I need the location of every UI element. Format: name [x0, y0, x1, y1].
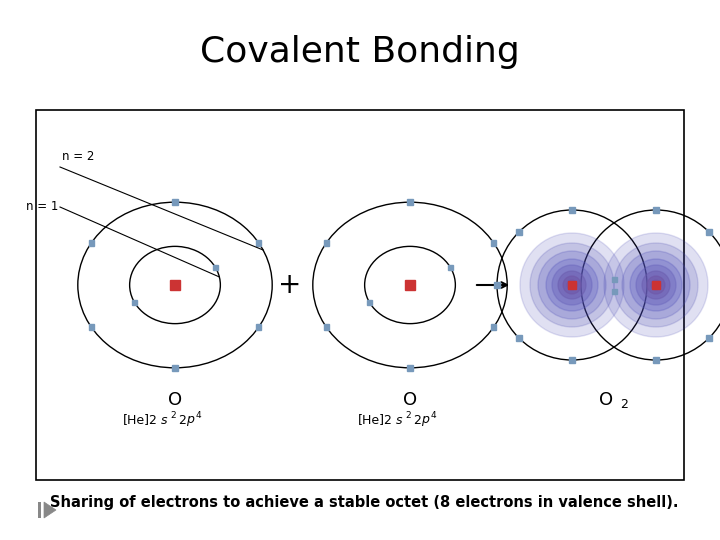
Text: p: p [186, 414, 194, 427]
Bar [212, 265, 218, 270]
Text: 4: 4 [196, 410, 202, 420]
Bar [611, 288, 616, 294]
Bar [653, 357, 659, 363]
Bar [38, 502, 41, 518]
Text: s: s [396, 414, 402, 427]
Bar [172, 199, 178, 205]
Bar [653, 207, 659, 213]
Bar [491, 240, 496, 246]
Text: 2: 2 [405, 410, 410, 420]
Text: 4: 4 [431, 410, 436, 420]
Bar [405, 280, 415, 290]
Bar [611, 276, 616, 281]
Text: p: p [421, 414, 429, 427]
Bar [570, 207, 575, 213]
Circle shape [651, 280, 661, 290]
Text: 2: 2 [170, 410, 176, 420]
Text: +: + [279, 271, 302, 299]
Circle shape [546, 259, 598, 311]
Text: 2: 2 [413, 414, 421, 427]
Bar [570, 357, 575, 363]
Bar [256, 325, 261, 330]
Circle shape [552, 265, 592, 305]
Circle shape [636, 265, 676, 305]
Bar [448, 265, 453, 270]
Bar [494, 282, 500, 288]
Circle shape [630, 259, 682, 311]
Circle shape [538, 251, 606, 319]
Bar [652, 281, 660, 289]
Circle shape [642, 271, 670, 299]
Circle shape [520, 233, 624, 337]
Bar [256, 240, 261, 246]
Bar [132, 300, 138, 305]
Bar [706, 229, 712, 235]
Bar [491, 325, 496, 330]
Text: O: O [403, 391, 417, 409]
Bar [323, 240, 329, 246]
Text: Covalent Bonding: Covalent Bonding [200, 35, 520, 69]
Text: [He]2: [He]2 [358, 414, 393, 427]
Text: n = 1: n = 1 [26, 200, 58, 213]
Circle shape [563, 276, 581, 294]
Bar [516, 229, 522, 235]
Text: O: O [168, 391, 182, 409]
Text: 2: 2 [620, 397, 628, 410]
Circle shape [567, 280, 577, 290]
Bar [706, 335, 712, 341]
Bar [366, 300, 372, 305]
Text: 2: 2 [178, 414, 186, 427]
Circle shape [604, 233, 708, 337]
Bar [408, 199, 413, 205]
Circle shape [647, 276, 665, 294]
Bar [568, 281, 576, 289]
Circle shape [622, 251, 690, 319]
Text: Sharing of electrons to achieve a stable octet (8 electrons in valence shell).: Sharing of electrons to achieve a stable… [50, 495, 678, 510]
Circle shape [558, 271, 586, 299]
Bar [323, 325, 329, 330]
Text: n = 2: n = 2 [62, 150, 94, 163]
Polygon shape [44, 502, 56, 518]
Bar [408, 365, 413, 370]
Bar [516, 335, 522, 341]
Bar [172, 365, 178, 370]
Circle shape [530, 243, 614, 327]
Text: [He]2: [He]2 [123, 414, 158, 427]
Bar [89, 240, 94, 246]
Circle shape [614, 243, 698, 327]
Bar [170, 280, 180, 290]
Bar [36, 110, 684, 480]
Text: s: s [161, 414, 168, 427]
Bar [89, 325, 94, 330]
Text: O: O [599, 391, 613, 409]
